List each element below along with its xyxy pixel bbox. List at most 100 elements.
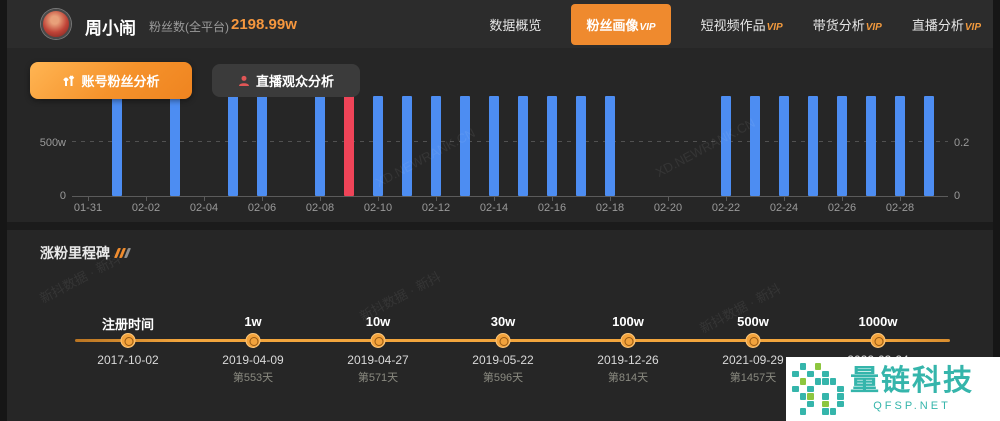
- vip-badge: VIP: [964, 21, 981, 33]
- x-tick-label-02-24: 02-24: [769, 202, 799, 214]
- milestone-timeline: [75, 339, 950, 342]
- chart-bar-02-06[interactable]: [257, 96, 267, 196]
- right-axis-tick-0.2: 0.2: [954, 137, 970, 149]
- x-tick-label-02-18: 02-18: [595, 202, 625, 214]
- chart-bar-02-14[interactable]: [489, 96, 499, 196]
- right-edge: [993, 0, 1000, 421]
- chart-bar-02-24[interactable]: [779, 96, 789, 196]
- milestone-label-1w: 1w: [244, 314, 262, 329]
- x-axis-line: [72, 196, 948, 197]
- x-tick-mark: [784, 197, 785, 201]
- flame-ticks-icon: [113, 245, 132, 261]
- milestone-date: 2019-04-09: [222, 353, 284, 367]
- left-axis-tick-0: 0: [59, 190, 66, 202]
- chart-bar-02-28[interactable]: [895, 96, 905, 196]
- chart-bar-02-18[interactable]: [605, 96, 615, 196]
- tab-粉丝画像[interactable]: 粉丝画像VIP: [571, 3, 671, 45]
- x-tick-label-02-22: 02-22: [711, 202, 741, 214]
- chart-bar-02-13[interactable]: [460, 96, 470, 196]
- milestone-medal-icon: [620, 333, 636, 348]
- chart-bar-02-03[interactable]: [170, 96, 180, 196]
- chart-bar-02-17[interactable]: [576, 96, 586, 196]
- milestone-date: 2019-04-27: [347, 353, 409, 367]
- tab-直播分析[interactable]: 直播分析VIP: [911, 17, 981, 33]
- x-tick-label-01-31: 01-31: [73, 202, 103, 214]
- chart-bar-02-23[interactable]: [750, 96, 760, 196]
- milestone-medal-icon: [495, 333, 511, 348]
- x-tick-label-02-04: 02-04: [189, 202, 219, 214]
- chart-bar-02-08[interactable]: [315, 96, 325, 196]
- brand-logo-icon: [792, 363, 844, 415]
- left-axis-tick-500w: 500w: [39, 137, 66, 149]
- milestone-label-10w: 10w: [365, 314, 391, 329]
- header-tabs: 数据概览 粉丝画像VIP 短视频作品VIP 带货分析VIP 直播分析VIP: [489, 0, 981, 48]
- x-tick-label-02-16: 02-16: [537, 202, 567, 214]
- tab-短视频作品[interactable]: 短视频作品VIP: [700, 17, 783, 33]
- chart-bar-02-25[interactable]: [808, 96, 818, 196]
- x-tick-mark: [668, 197, 669, 201]
- milestone-title-text: 涨粉里程碑: [40, 245, 110, 261]
- milestone-medal-icon: [245, 333, 261, 348]
- milestone-date: 2017-10-02: [97, 353, 159, 367]
- milestone-day-count: 第553天: [232, 372, 274, 384]
- x-tick-label-02-28: 02-28: [885, 202, 915, 214]
- chart-bar-02-09[interactable]: [344, 96, 354, 196]
- vip-badge: VIP: [865, 21, 882, 33]
- milestone-medal-icon: [370, 333, 386, 348]
- chart-bar-02-01[interactable]: [112, 96, 122, 196]
- x-tick-mark: [436, 197, 437, 201]
- avatar[interactable]: [41, 9, 71, 39]
- milestone-label-1000w: 1000w: [858, 314, 898, 329]
- account-name: 周小闹: [85, 19, 136, 38]
- tab-数据概览[interactable]: 数据概览: [489, 17, 542, 33]
- chart-bar-03-01[interactable]: [924, 96, 934, 196]
- x-tick-mark: [146, 197, 147, 201]
- account-fan-analysis-label: 账号粉丝分析: [81, 74, 160, 89]
- x-tick-label-02-26: 02-26: [827, 202, 857, 214]
- chart-bar-02-22[interactable]: [721, 96, 731, 196]
- x-tick-mark: [842, 197, 843, 201]
- milestone-label-500w: 500w: [737, 314, 769, 329]
- x-tick-label-02-08: 02-08: [305, 202, 335, 214]
- x-tick-mark: [320, 197, 321, 201]
- x-tick-mark: [262, 197, 263, 201]
- chart-bar-02-05[interactable]: [228, 96, 238, 196]
- section-divider: [7, 222, 993, 230]
- fans-count-label: 粉丝数(全平台): [149, 20, 229, 34]
- live-audience-analysis-label: 直播观众分析: [255, 74, 334, 89]
- x-tick-label-02-12: 02-12: [421, 202, 451, 214]
- x-tick-label-02-02: 02-02: [131, 202, 161, 214]
- x-tick-mark: [204, 197, 205, 201]
- milestone-section-title: 涨粉里程碑: [40, 243, 132, 263]
- milestone-date: 2021-09-29: [722, 353, 784, 367]
- milestone-day-count: 第571天: [357, 372, 399, 384]
- x-tick-mark: [900, 197, 901, 201]
- x-tick-mark: [494, 197, 495, 201]
- x-tick-label-02-20: 02-20: [653, 202, 683, 214]
- left-edge: [0, 0, 7, 421]
- milestone-medal-icon: [120, 333, 136, 348]
- chart-bar-02-27[interactable]: [866, 96, 876, 196]
- chart-bar-02-16[interactable]: [547, 96, 557, 196]
- x-tick-label-02-14: 02-14: [479, 202, 509, 214]
- chart-bar-02-26[interactable]: [837, 96, 847, 196]
- chart-bar-02-11[interactable]: [402, 96, 412, 196]
- tab-带货分析[interactable]: 带货分析VIP: [812, 17, 882, 33]
- milestone-date: 2019-05-22: [472, 353, 534, 367]
- milestone-day-count: 第596天: [482, 372, 524, 384]
- chart-bar-02-10[interactable]: [373, 96, 383, 196]
- milestone-date: 2019-12-26: [597, 353, 659, 367]
- header: 周小闹 粉丝数(全平台) 2198.99w 数据概览 粉丝画像VIP 短视频作品VI…: [7, 0, 993, 48]
- milestone-medal-icon: [745, 333, 761, 348]
- brand-watermark: 量链科技 QFSP.NET: [786, 357, 1000, 421]
- brand-name: 量链科技: [850, 364, 975, 397]
- x-tick-label-02-06: 02-06: [247, 202, 277, 214]
- x-tick-mark: [552, 197, 553, 201]
- person-icon: [238, 75, 250, 87]
- x-tick-label-02-10: 02-10: [363, 202, 393, 214]
- fans-count-value: 2198.99w: [231, 16, 297, 33]
- account-fan-analysis-button[interactable]: 账号粉丝分析: [30, 62, 192, 99]
- chart-bar-02-12[interactable]: [431, 96, 441, 196]
- chart-bar-02-15[interactable]: [518, 96, 528, 196]
- live-audience-analysis-button[interactable]: 直播观众分析: [212, 64, 360, 97]
